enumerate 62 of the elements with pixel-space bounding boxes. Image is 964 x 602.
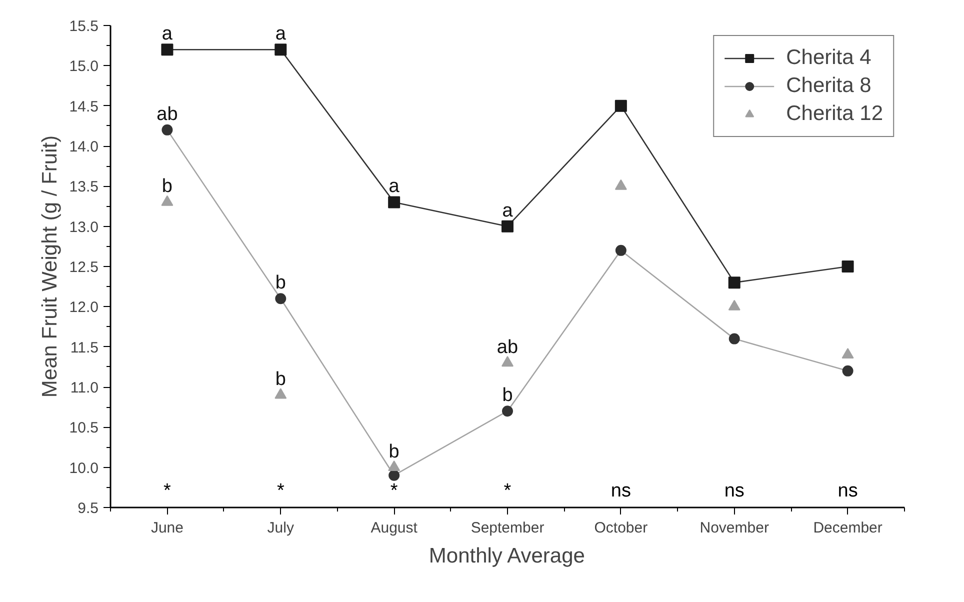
- data-label: ab: [496, 336, 518, 358]
- y-axis-title: Mean Fruit Weight (g / Fruit): [38, 135, 62, 398]
- point: [388, 196, 400, 208]
- y-tick-label: 12.5: [69, 259, 99, 276]
- point: [728, 300, 740, 310]
- point: [502, 356, 514, 367]
- y-tick-label: 15.5: [69, 18, 99, 35]
- x-axis-title: Monthly Average: [428, 544, 585, 568]
- data-label: b: [388, 441, 400, 462]
- point: [502, 406, 513, 417]
- point: [728, 333, 740, 344]
- y-tick-label: 13.5: [69, 178, 99, 196]
- annotation: ns: [610, 480, 631, 502]
- point: [728, 276, 740, 289]
- x-tick-label: September: [470, 520, 544, 536]
- y-tick-label: 11.0: [70, 380, 99, 396]
- data-label: b: [275, 369, 286, 390]
- x-tick-label: June: [150, 520, 184, 536]
- y-tick-label: 11.5: [70, 339, 99, 356]
- point: [615, 244, 626, 256]
- annotation: ns: [838, 480, 858, 502]
- y-tick-label: 10.5: [69, 420, 99, 437]
- annotation: *: [390, 480, 398, 502]
- annotation: *: [504, 480, 512, 502]
- annotation: *: [276, 480, 285, 502]
- legend-label: Cherita 8: [786, 74, 872, 98]
- y-tick-label: 10.0: [69, 460, 99, 477]
- data-label: a: [162, 24, 173, 45]
- point: [388, 460, 400, 472]
- x-tick-label: November: [700, 520, 769, 536]
- data-label: b: [162, 176, 173, 198]
- x-tick-label: August: [370, 520, 418, 536]
- y-tick-label: 14.5: [69, 98, 99, 116]
- y-tick-label: 9.5: [78, 500, 99, 517]
- point: [274, 44, 287, 56]
- x-tick-label: October: [594, 520, 648, 536]
- y-tick-label: 15.0: [69, 58, 99, 76]
- y-tick-label: 14.0: [69, 138, 99, 156]
- point: [275, 293, 286, 304]
- annotation: *: [164, 480, 172, 502]
- legend-label: Cherita 12: [786, 102, 883, 126]
- point: [842, 348, 854, 359]
- point: [162, 124, 173, 136]
- legend-label: Cherita 4: [786, 46, 872, 70]
- annotation: ns: [724, 480, 744, 502]
- x-tick-label: December: [813, 520, 882, 536]
- point: [161, 44, 174, 56]
- point: [842, 365, 854, 376]
- point: [614, 100, 627, 112]
- data-label: ab: [156, 104, 178, 125]
- data-label: a: [388, 176, 400, 198]
- data-label: b: [275, 272, 286, 294]
- data-label: a: [275, 24, 286, 45]
- y-tick-label: 13.0: [69, 218, 99, 236]
- data-label: a: [502, 200, 514, 222]
- point: [842, 260, 854, 272]
- data-label: b: [502, 385, 513, 406]
- x-tick-label: July: [267, 520, 294, 536]
- point: [502, 220, 514, 232]
- y-tick-label: 12.0: [69, 299, 99, 316]
- point: [388, 470, 400, 481]
- point: [274, 388, 287, 399]
